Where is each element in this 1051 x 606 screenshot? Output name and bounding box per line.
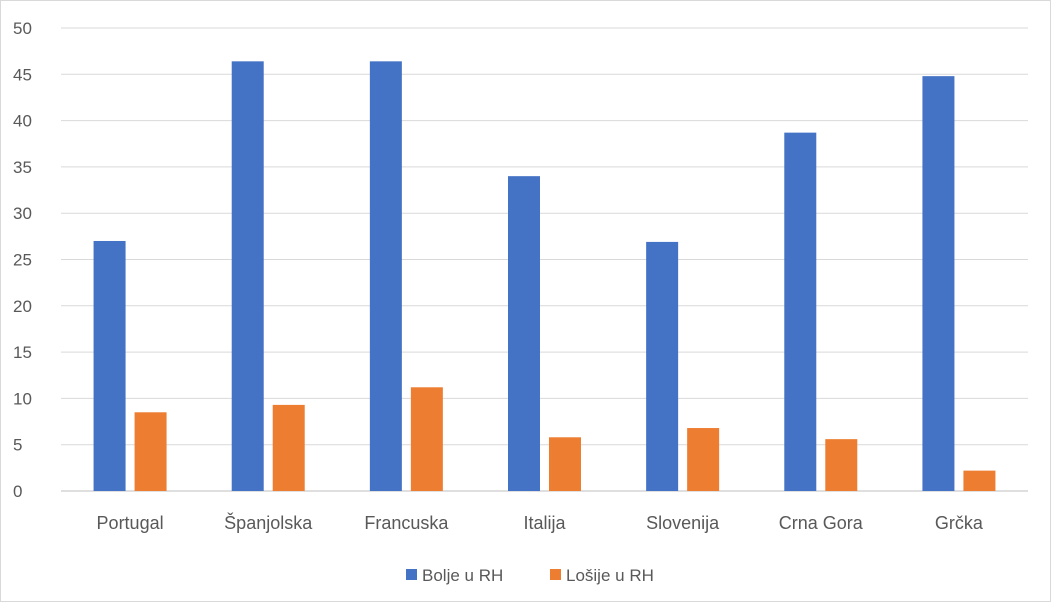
legend: Bolje u RH Lošije u RH (406, 566, 654, 585)
x-tick-label: Slovenija (646, 513, 720, 533)
bar-losije (825, 439, 858, 491)
y-tick-label: 25 (13, 251, 32, 270)
bar-bolje (646, 241, 679, 491)
legend-label: Lošije u RH (566, 566, 654, 585)
x-tick-label: Grčka (935, 513, 984, 533)
bar-bolje (231, 61, 264, 491)
bar-losije (549, 437, 581, 491)
y-tick-label: 5 (13, 436, 22, 455)
bar-losije (963, 470, 996, 491)
bars (93, 61, 996, 491)
legend-label: Bolje u RH (422, 566, 503, 585)
y-tick-label: 30 (13, 204, 32, 223)
y-tick-label: 0 (13, 482, 22, 501)
x-axis-ticks: Portugal Španjolska Francuska Italija Sloven… (97, 512, 984, 533)
bar-bolje (508, 176, 540, 491)
bar-losije (134, 412, 167, 491)
bar-losije (687, 428, 720, 491)
bar-bolje (93, 240, 126, 491)
x-tick-label: Crna Gora (779, 513, 864, 533)
x-tick-label: Španjolska (224, 512, 313, 533)
bar-bolje (784, 132, 817, 491)
bar-losije (410, 387, 443, 491)
y-tick-label: 40 (13, 112, 32, 131)
y-axis-ticks: 0 5 10 15 20 25 30 35 40 45 50 (13, 19, 32, 501)
y-tick-label: 35 (13, 158, 32, 177)
bar-bolje (922, 76, 955, 491)
x-tick-label: Francuska (364, 513, 449, 533)
bar-bolje (369, 61, 402, 491)
y-tick-label: 20 (13, 297, 32, 316)
x-tick-label: Portugal (97, 513, 164, 533)
y-tick-label: 50 (13, 19, 32, 38)
y-tick-label: 10 (13, 389, 32, 408)
y-tick-label: 45 (13, 65, 32, 84)
grid-lines (61, 27, 1028, 492)
x-tick-label: Italija (523, 513, 566, 533)
legend-swatch (406, 569, 417, 580)
bar-losije (272, 404, 305, 491)
y-tick-label: 15 (13, 343, 32, 362)
legend-swatch (550, 569, 561, 580)
